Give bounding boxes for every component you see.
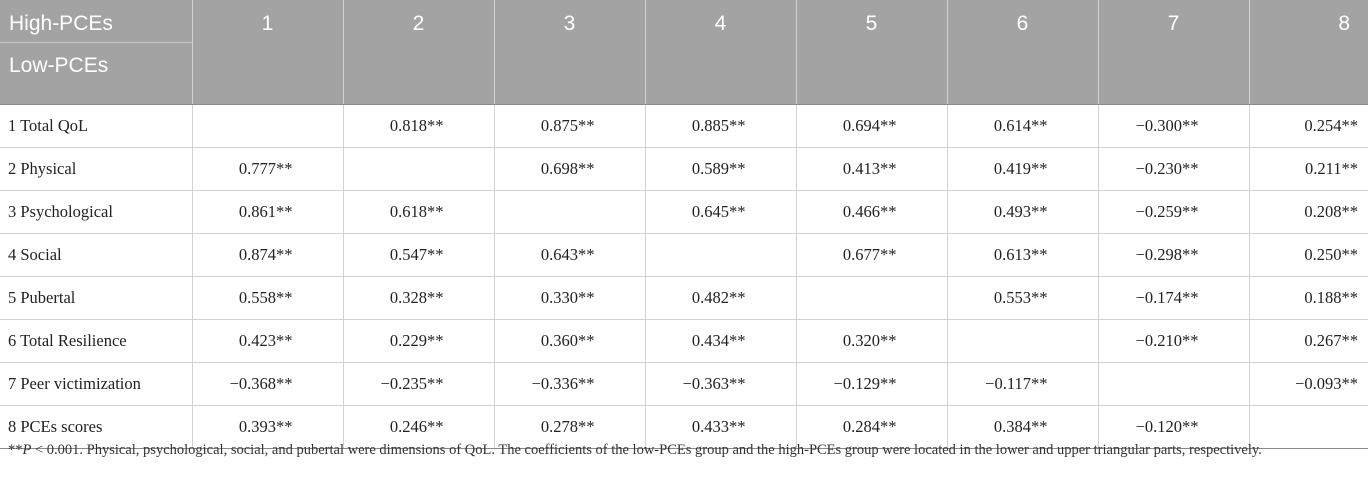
row-label: 3 Psychological [0,190,192,234]
column-header: 2 [342,0,494,105]
table-cell: 0.645** [644,190,796,234]
table-cell [795,276,947,320]
table-cell: 0.643** [493,233,645,277]
table-cell [1097,362,1249,406]
table-cell: 0.328** [342,276,494,320]
table-cell: 0.694** [795,104,947,148]
table-cell: 0.433** [644,405,796,449]
low-pces-label: Low-PCEs [9,54,109,77]
table-cell: 0.393** [191,405,343,449]
column-header: 5 [795,0,947,105]
table-cell: −0.259** [1097,190,1249,234]
header-row: High-PCEs Low-PCEs 1 2 3 4 5 6 7 8 [0,0,1368,105]
table-cell: 0.229** [342,319,494,363]
table-cell: −0.174** [1097,276,1249,320]
table-cell: 0.547** [342,233,494,277]
table-cell: −0.120** [1097,405,1249,449]
high-pces-label: High-PCEs [9,12,113,35]
table-cell: 0.861** [191,190,343,234]
table-cell: 0.777** [191,147,343,191]
table-cell: 0.384** [946,405,1098,449]
table-cell: 0.360** [493,319,645,363]
table-cell: 0.589** [644,147,796,191]
table-cell: 0.875** [493,104,645,148]
table-cell: 0.330** [493,276,645,320]
table-row: 2 Physical 0.777** 0.698** 0.589** 0.413** 0.… [0,147,1368,191]
row-label: 6 Total Resilience [0,319,192,363]
table-cell: 0.423** [191,319,343,363]
row-label: 2 Physical [0,147,192,191]
row-label: 1 Total QoL [0,104,192,148]
table-cell: 0.246** [342,405,494,449]
table-cell: −0.230** [1097,147,1249,191]
table-cell: 0.267** [1248,319,1368,363]
table-cell [342,147,494,191]
table-cell [1248,405,1368,449]
table-cell: 0.698** [493,147,645,191]
table-cell: −0.368** [191,362,343,406]
correlation-table: High-PCEs Low-PCEs 1 2 3 4 5 6 7 8 1 Tot… [0,0,1368,449]
corner-divider [0,42,192,43]
row-label: 4 Social [0,233,192,277]
table-row: 5 Pubertal 0.558** 0.328** 0.330** 0.482** 0.… [0,276,1368,320]
table-cell [946,319,1098,363]
row-label: 5 Pubertal [0,276,192,320]
footnote-stars: ** [8,442,23,458]
table-cell: −0.117** [946,362,1098,406]
table-cell: 0.677** [795,233,947,277]
table-cell: 0.188** [1248,276,1368,320]
footnote-text: < 0.001. Physical, psychological, social… [31,442,1262,458]
table-cell: 0.553** [946,276,1098,320]
table-cell: 0.493** [946,190,1098,234]
table-cell: 0.413** [795,147,947,191]
table-cell: −0.093** [1248,362,1368,406]
table-cell: −0.363** [644,362,796,406]
table-cell: 0.284** [795,405,947,449]
table-cell: 0.250** [1248,233,1368,277]
table-cell [191,104,343,148]
column-header: 6 [946,0,1098,105]
column-header: 1 [191,0,343,105]
table-cell: −0.210** [1097,319,1249,363]
table-cell: −0.235** [342,362,494,406]
column-header: 4 [644,0,796,105]
table-cell: 0.558** [191,276,343,320]
table-row: 7 Peer victimization −0.368** −0.235** −0.3… [0,362,1368,406]
table-row: 6 Total Resilience 0.423** 0.229** 0.360** 0… [0,319,1368,363]
table-cell: −0.129** [795,362,947,406]
column-header: 8 [1248,0,1368,105]
footnote-p-symbol: P [22,442,32,458]
table-cell: 0.818** [342,104,494,148]
table-cell: 0.419** [946,147,1098,191]
table-cell: 0.434** [644,319,796,363]
table-cell: 0.482** [644,276,796,320]
table-cell: 0.211** [1248,147,1368,191]
table-cell: 0.254** [1248,104,1368,148]
table-body: 1 Total QoL 0.818** 0.875** 0.885** 0.694** 0… [0,104,1368,449]
table-cell: −0.298** [1097,233,1249,277]
table-cell: 0.466** [795,190,947,234]
column-header: 7 [1097,0,1249,105]
table-row: 3 Psychological 0.861** 0.618** 0.645** 0.46… [0,190,1368,234]
table-cell: −0.300** [1097,104,1249,148]
table-row: 1 Total QoL 0.818** 0.875** 0.885** 0.694** 0… [0,104,1368,148]
table-footnote: **P < 0.001. Physical, psychological, so… [8,440,1366,461]
table-cell: 0.613** [946,233,1098,277]
table-cell: 0.278** [493,405,645,449]
corner-header: High-PCEs Low-PCEs [0,0,192,105]
table-cell [493,190,645,234]
row-label: 8 PCEs scores [0,405,192,449]
table-cell: −0.336** [493,362,645,406]
table-cell: 0.208** [1248,190,1368,234]
row-label: 7 Peer victimization [0,362,192,406]
table-cell [644,233,796,277]
table-row: 8 PCEs scores 0.393** 0.246** 0.278** 0.433*… [0,405,1368,449]
table-cell: 0.614** [946,104,1098,148]
table-cell: 0.320** [795,319,947,363]
table-cell: 0.618** [342,190,494,234]
table-row: 4 Social 0.874** 0.547** 0.643** 0.677** 0.61… [0,233,1368,277]
table-cell: 0.885** [644,104,796,148]
column-header: 3 [493,0,645,105]
table-cell: 0.874** [191,233,343,277]
